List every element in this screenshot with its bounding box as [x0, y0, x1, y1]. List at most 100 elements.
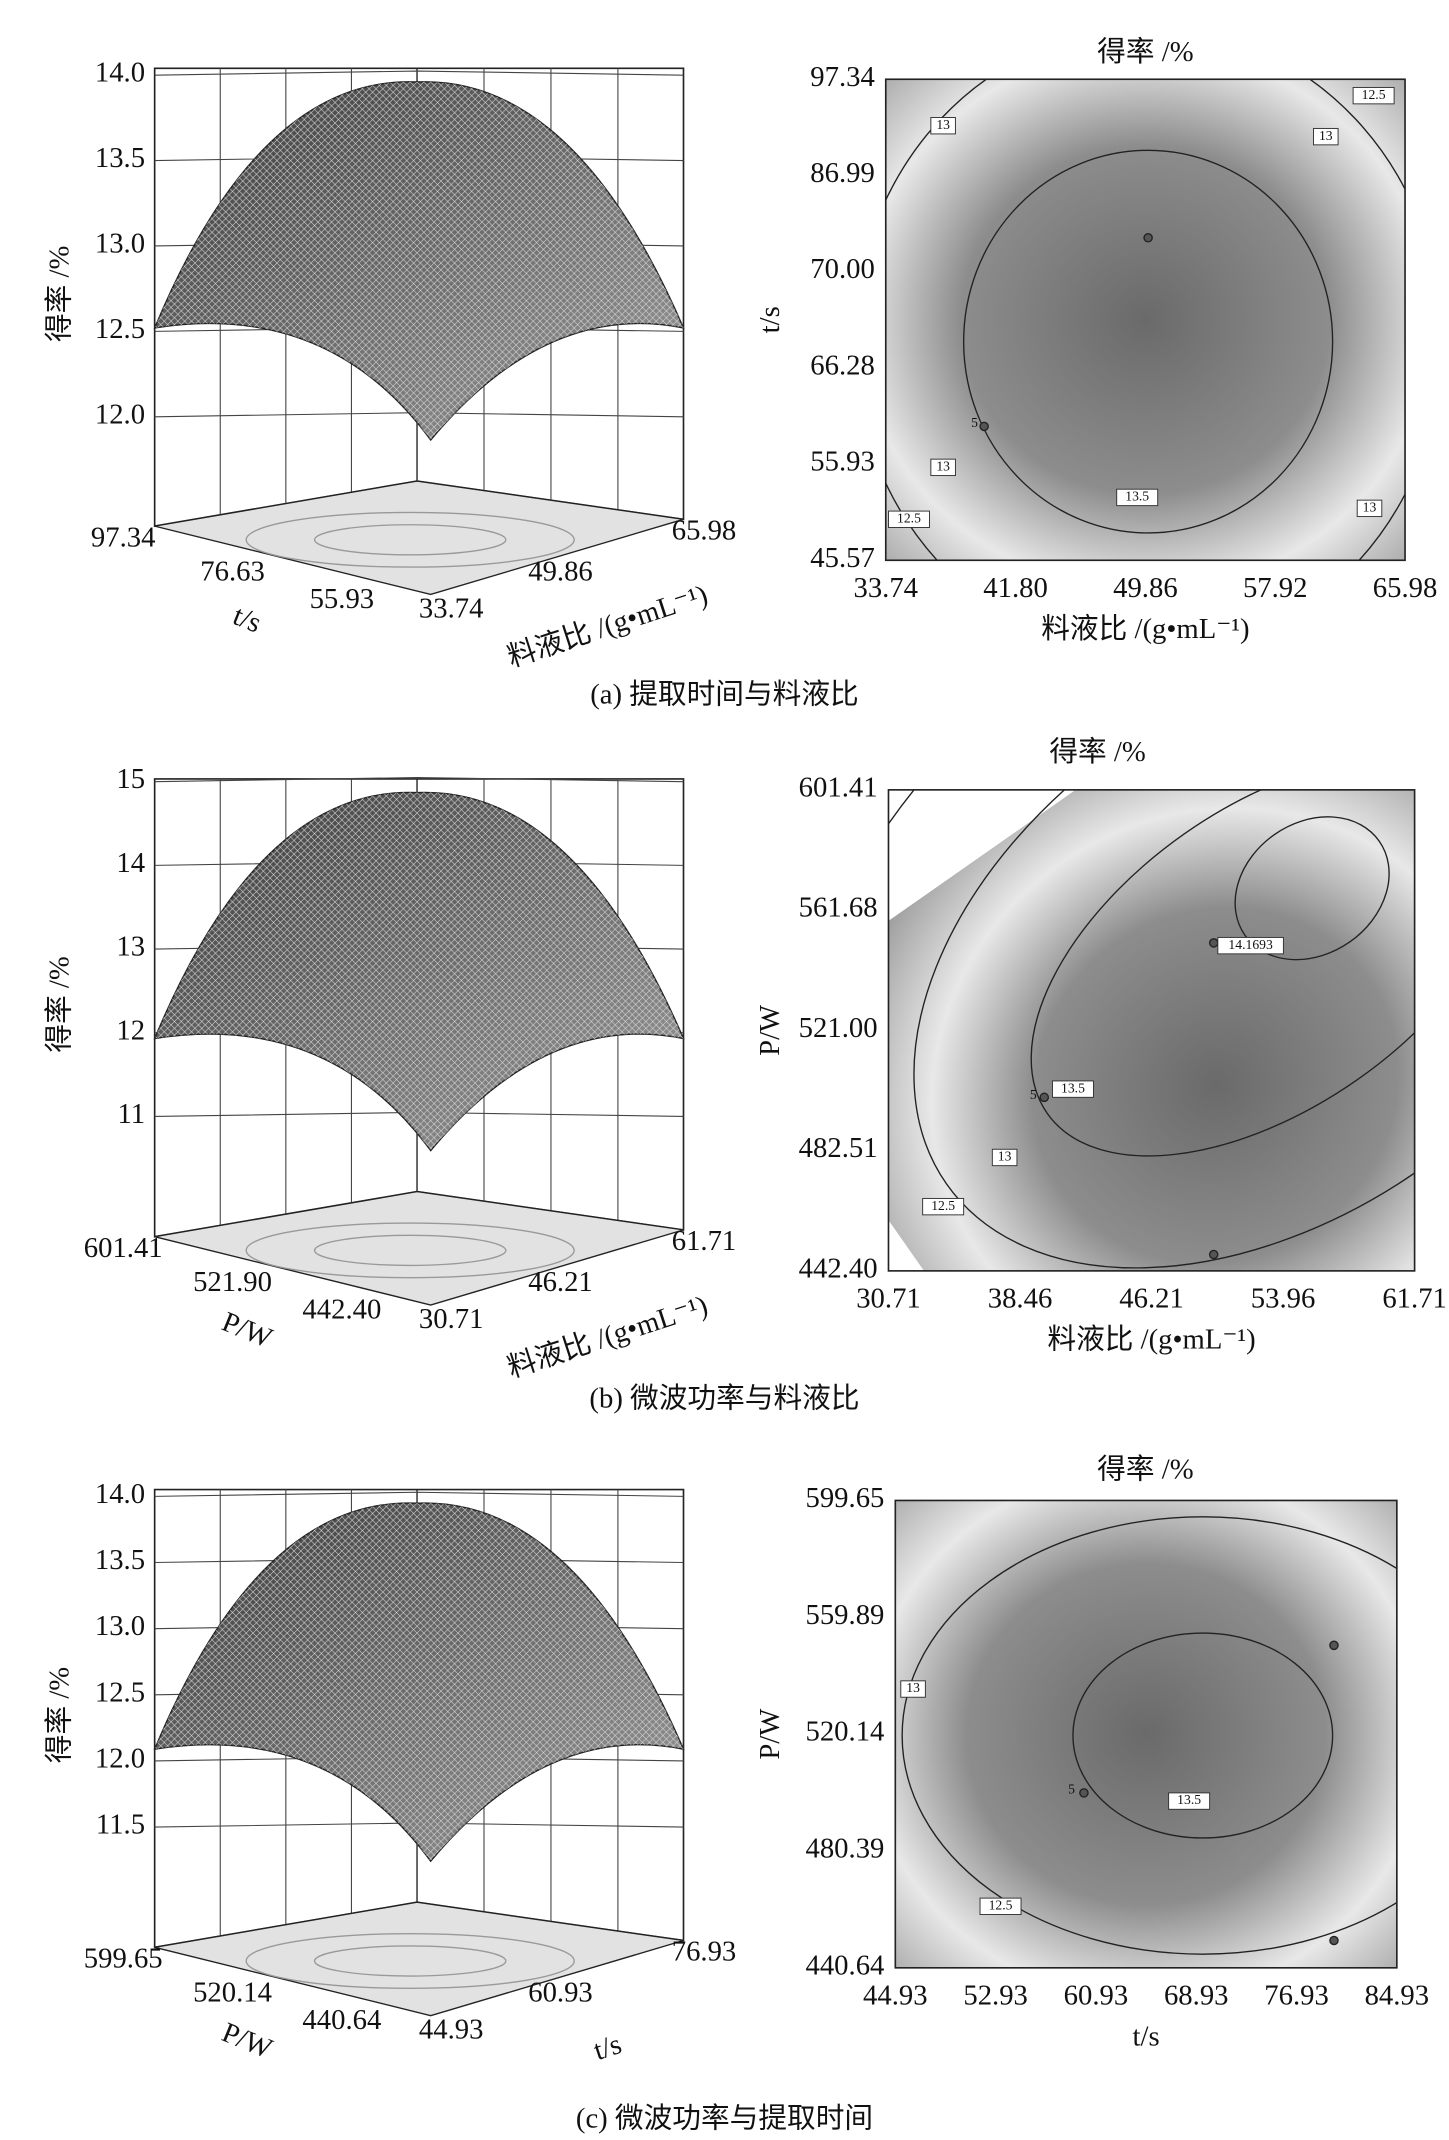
- contour-label: 13: [998, 1149, 1012, 1164]
- contour-title: 得率 /%: [1097, 36, 1193, 68]
- label-box: [1116, 488, 1159, 507]
- panel: 14.0 13.5 13.0 12.5 12.0 11.5 得率 /% 599.65 520.1…: [43, 1453, 1430, 2134]
- caption: (a) 提取时间与料液比: [590, 679, 859, 711]
- design-point: [1329, 1640, 1339, 1651]
- right-tick-label: 65.98: [672, 515, 737, 547]
- left-tick-label: 55.93: [310, 583, 375, 615]
- left-tick-label: 521.90: [193, 1266, 272, 1298]
- contour-label: 13: [936, 117, 950, 132]
- left-tick-label: 76.63: [200, 556, 265, 588]
- z-tick-label: 14: [116, 847, 145, 879]
- contour-line: [1030, 789, 1415, 1157]
- design-point: [1039, 1092, 1050, 1103]
- x-tick-label: 61.71: [1382, 1283, 1447, 1315]
- left-axis-label: P/W: [217, 2016, 277, 2065]
- x-tick-label: 53.96: [1251, 1283, 1316, 1315]
- left-tick-label: 442.40: [302, 1293, 381, 1325]
- right-axis-label: 料液比 /(g•mL⁻¹): [504, 579, 712, 674]
- right-tick-label: 49.86: [528, 556, 593, 588]
- label-box: [1051, 1080, 1094, 1098]
- contour-label: 14.1693: [1228, 937, 1273, 952]
- z-axis-label: 得率 /%: [43, 1667, 75, 1763]
- y-tick-label: 97.34: [810, 61, 875, 93]
- contour-label: 12.5: [931, 1198, 955, 1213]
- left-axis-label: P/W: [217, 1306, 277, 1355]
- x-tick-label: 49.86: [1113, 572, 1178, 604]
- z-tick-label: 12.0: [95, 398, 145, 430]
- contour-label: 12.5: [989, 1897, 1013, 1912]
- y-tick-label: 559.89: [805, 1599, 884, 1631]
- left-tick-label: 520.14: [193, 1977, 272, 2009]
- contour-frame: [884, 78, 1406, 562]
- z-tick-label: 12.5: [95, 313, 145, 345]
- label-box: [1356, 499, 1383, 518]
- z-tick-label: 15: [116, 763, 145, 795]
- floor-contour: [245, 1222, 575, 1279]
- x-tick-label: 52.93: [963, 1979, 1028, 2011]
- surface-mesh: [154, 792, 684, 1151]
- x-tick-label: 65.98: [1373, 572, 1438, 604]
- contour-label: 13.5: [1125, 489, 1149, 504]
- contour-bg: [895, 1500, 1397, 1968]
- design-point: [979, 421, 989, 432]
- y-tick-label: 520.14: [805, 1716, 884, 1748]
- y-tick-label: 601.41: [799, 771, 878, 803]
- z-tick-label: 12: [116, 1014, 145, 1046]
- z-tick-label: 11.5: [96, 1809, 145, 1841]
- y-tick-label: 442.40: [799, 1252, 878, 1284]
- contour-title: 得率 /%: [1049, 736, 1145, 768]
- contour-label: 13.5: [1061, 1080, 1085, 1095]
- z-tick-label: 13.0: [95, 1610, 145, 1642]
- contour-line: [1234, 816, 1390, 961]
- x-tick-label: 33.74: [853, 572, 918, 604]
- y-tick-label: 599.65: [805, 1482, 884, 1514]
- label-box: [1313, 127, 1339, 146]
- label-box: [1352, 86, 1395, 105]
- z-tick-label: 11: [117, 1098, 145, 1130]
- x-tick-label: 44.93: [863, 1979, 928, 2011]
- floor-contour: [245, 1932, 575, 1989]
- x-tick-label: 41.80: [983, 572, 1048, 604]
- y-tick-label: 561.68: [799, 892, 878, 924]
- x-tick-label: 60.93: [1064, 1979, 1129, 2011]
- floor-contour: [313, 1234, 507, 1267]
- contour-label: 13: [1319, 128, 1333, 143]
- contour-label: 5: [1068, 1781, 1075, 1796]
- right-tick-label: 46.21: [528, 1266, 593, 1298]
- z-tick-label: 12.0: [95, 1743, 145, 1775]
- x-tick-label: 30.71: [856, 1283, 921, 1315]
- design-point: [1208, 1249, 1219, 1260]
- y-tick-label: 55.93: [810, 446, 875, 478]
- contour-line: [1072, 1632, 1334, 1839]
- floor-contour: [313, 524, 507, 556]
- y-tick-label: 480.39: [805, 1833, 884, 1865]
- right-axis-label: 料液比 /(g•mL⁻¹): [504, 1290, 712, 1385]
- z-tick-label: 12.5: [95, 1676, 145, 1708]
- x-axis-label: 料液比 /(g•mL⁻¹): [1041, 613, 1249, 645]
- right-tick-label: 30.71: [419, 1303, 484, 1335]
- right-tick-label: 33.74: [419, 592, 484, 624]
- panel: 14.0 13.5 13.0 12.5 12.0 得率 /% 97.34 76.63 55.93…: [43, 36, 1438, 711]
- design-point: [1079, 1788, 1089, 1798]
- x-axis-label: 料液比 /(g•mL⁻¹): [1047, 1324, 1255, 1356]
- floor: [154, 1190, 684, 1306]
- contour-bg: [888, 789, 1415, 1271]
- contour-line: [962, 149, 1334, 534]
- right-tick-label: 44.93: [419, 2014, 484, 2046]
- contour-label: 13: [936, 458, 950, 473]
- x-tick-label: 84.93: [1365, 1979, 1430, 2011]
- contour-label: 5: [1030, 1087, 1037, 1102]
- label-box: [900, 1680, 926, 1698]
- x-tick-label: 68.93: [1164, 1979, 1229, 2011]
- wall-grid: [154, 777, 684, 783]
- floor-contour: [245, 511, 575, 568]
- surface-mesh: [154, 1503, 684, 1862]
- design-point: [1208, 938, 1219, 948]
- y-tick-label: 440.64: [805, 1949, 884, 1981]
- left-tick-label: 440.64: [302, 2004, 381, 2036]
- design-point: [1329, 1935, 1339, 1946]
- wall-grid: [154, 70, 684, 76]
- left-tick-label: 601.41: [84, 1232, 163, 1264]
